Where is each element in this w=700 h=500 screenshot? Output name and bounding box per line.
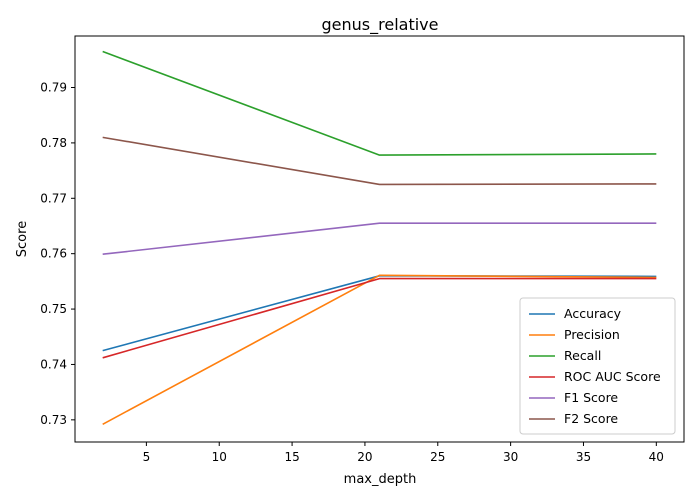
x-tick-label: 40 <box>649 450 664 464</box>
plot-frame <box>74 35 685 443</box>
y-tick-label: 0.73 <box>40 413 67 427</box>
x-axis-ticks: 5 10 15 20 25 30 35 40 <box>143 442 664 464</box>
x-tick-label: 5 <box>143 450 151 464</box>
legend-label: F2 Score <box>564 411 618 426</box>
x-axis-title: max_depth <box>344 472 417 487</box>
legend-label: ROC AUC Score <box>564 369 661 384</box>
y-tick-label: 0.78 <box>40 136 67 150</box>
legend-label: F1 Score <box>564 390 618 405</box>
x-tick-label: 15 <box>284 450 299 464</box>
series-layer <box>102 50 657 425</box>
plot-area <box>74 35 685 443</box>
y-tick-label: 0.79 <box>40 81 67 95</box>
y-axis-title: Score <box>15 221 30 257</box>
series-line-precision <box>102 274 657 425</box>
x-tick-label: 25 <box>430 450 445 464</box>
series-line-f1-score <box>102 222 657 256</box>
y-tick-label: 0.75 <box>40 302 67 316</box>
y-axis-ticks: 0.73 0.74 0.75 0.76 0.77 0.78 0.79 <box>40 81 75 427</box>
y-tick-label: 0.74 <box>40 357 67 371</box>
y-tick-label: 0.76 <box>40 247 67 261</box>
series-line-f2-score <box>102 136 657 186</box>
x-tick-label: 35 <box>576 450 591 464</box>
x-tick-label: 30 <box>503 450 518 464</box>
x-tick-label: 10 <box>212 450 227 464</box>
series-line-recall <box>102 50 657 156</box>
legend-label: Recall <box>564 348 601 363</box>
chart-title: genus_relative <box>322 15 439 35</box>
y-tick-label: 0.77 <box>40 191 67 205</box>
legend-label: Precision <box>564 327 620 342</box>
legend-frame <box>519 297 676 435</box>
legend-label: Accuracy <box>564 306 622 321</box>
legend: Accuracy Precision Recall ROC AUC Score F1 S… <box>519 297 676 435</box>
x-tick-label: 20 <box>357 450 372 464</box>
series-line-roc-auc-score <box>102 277 657 359</box>
